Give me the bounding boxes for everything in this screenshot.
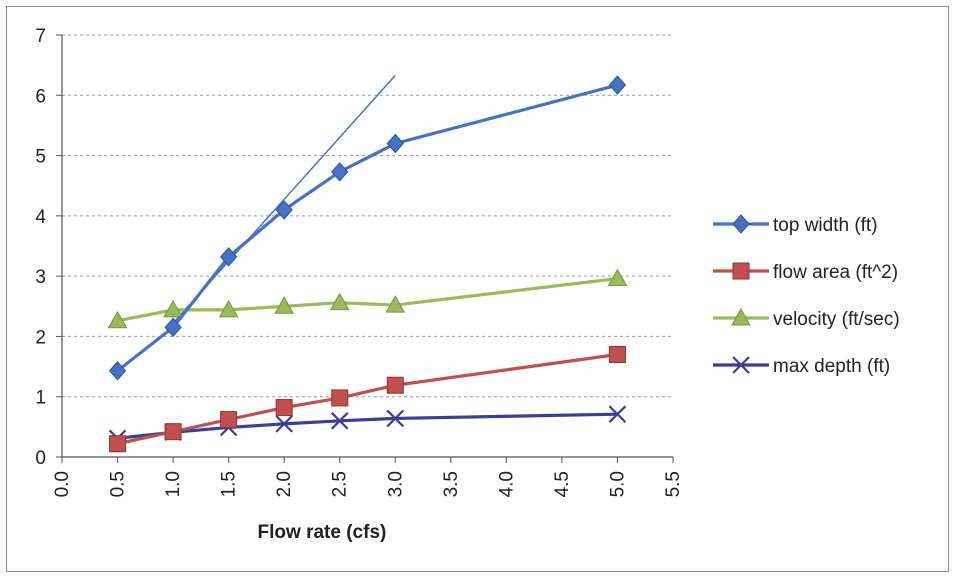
x-marker-stroke [608, 405, 627, 423]
data-point-triangle [163, 299, 183, 318]
data-point-square [164, 423, 182, 441]
data-point-triangle [218, 299, 239, 318]
data-point-diamond [275, 200, 293, 220]
data-point-triangle [385, 295, 406, 313]
x-tick-label: 2.5 [330, 471, 351, 497]
x-tick-label: 4.5 [552, 471, 573, 497]
x-tick-label: 0.0 [52, 471, 73, 497]
legend-label: flow area (ft^2) [773, 262, 898, 283]
x-marker-stroke [732, 356, 750, 374]
series-line [117, 276, 618, 323]
data-point-triangle [274, 296, 295, 314]
axes [56, 34, 674, 463]
legend-label: max depth (ft) [773, 356, 890, 377]
legend-item: flow area (ft^2) [713, 262, 898, 283]
series-2 [107, 268, 628, 329]
y-tick-label: 7 [35, 26, 46, 47]
x-marker-stroke [386, 409, 405, 428]
y-tick-label: 4 [35, 207, 46, 228]
data-point-triangle [107, 310, 128, 329]
data-point-diamond [331, 162, 349, 182]
series [107, 75, 628, 453]
data-point-triangle [607, 268, 628, 287]
legend-item: velocity (ft/sec) [713, 307, 900, 330]
x-tick-label: 5.5 [663, 471, 684, 497]
x-marker-stroke [330, 412, 349, 430]
series-3 [108, 405, 627, 448]
data-point-x [732, 356, 750, 374]
data-point-diamond [608, 75, 627, 95]
series-0 [108, 75, 627, 381]
x-marker-stroke [275, 415, 293, 433]
y-tick-labels: 0 1 2 3 4 5 6 7 [35, 26, 46, 469]
data-point-x [386, 409, 405, 428]
x-tick-label: 0.5 [108, 471, 129, 497]
x-tick-labels: 0.0 0.5 1.0 1.5 2.0 2.5 3.0 3.5 4.0 4.5 5.0 5.5 [52, 471, 684, 497]
y-tick-label: 6 [35, 86, 46, 107]
chart-frame: 0 1 2 3 4 5 6 7 0.0 0.5 1.0 1.5 2.0 2.5 3.0 3.5 4.0 4.5 5… [6, 6, 949, 572]
legend: top width (ft) flow area (ft^2) velocity (… [713, 214, 900, 377]
line-chart: 0 1 2 3 4 5 6 7 0.0 0.5 1.0 1.5 2.0 2.5 3.0 3.5 4.0 4.5 5… [35, 26, 900, 543]
data-point-triangle [731, 307, 751, 326]
data-point-square [732, 262, 750, 280]
legend-label: velocity (ft/sec) [773, 309, 900, 330]
legend-item: max depth (ft) [713, 356, 890, 377]
series-1 [109, 346, 626, 453]
data-point-square [275, 399, 293, 417]
data-point-square [608, 346, 626, 364]
x-tick-label: 1.5 [219, 471, 240, 497]
x-tick-label: 3.5 [441, 471, 462, 497]
data-point-diamond [386, 133, 404, 154]
data-point-diamond [108, 361, 127, 381]
data-point-diamond [732, 214, 750, 234]
data-point-diamond [164, 317, 182, 338]
y-tick-label: 3 [35, 267, 46, 288]
y-tick-label: 2 [35, 327, 46, 348]
data-point-square [331, 389, 349, 407]
data-point-x [608, 405, 627, 423]
y-tick-label: 1 [35, 388, 46, 409]
x-tick-label: 5.0 [607, 471, 628, 497]
data-point-square [386, 376, 404, 394]
x-tick-label: 3.0 [385, 471, 406, 497]
data-point-square [220, 411, 238, 429]
x-tick-label: 4.0 [496, 471, 517, 497]
legend-item: top width (ft) [713, 214, 878, 236]
x-tick-label: 2.0 [274, 471, 295, 497]
x-axis-title: Flow rate (cfs) [258, 522, 387, 543]
data-point-triangle [329, 292, 350, 311]
y-tick-label: 0 [35, 448, 46, 469]
data-point-x [275, 415, 293, 433]
x-tick-label: 1.0 [163, 471, 184, 497]
data-point-square [109, 435, 127, 453]
data-point-x [330, 412, 349, 430]
y-tick-label: 5 [35, 147, 46, 168]
data-point-diamond [219, 247, 238, 267]
series-line [116, 83, 618, 373]
legend-label: top width (ft) [773, 215, 878, 236]
